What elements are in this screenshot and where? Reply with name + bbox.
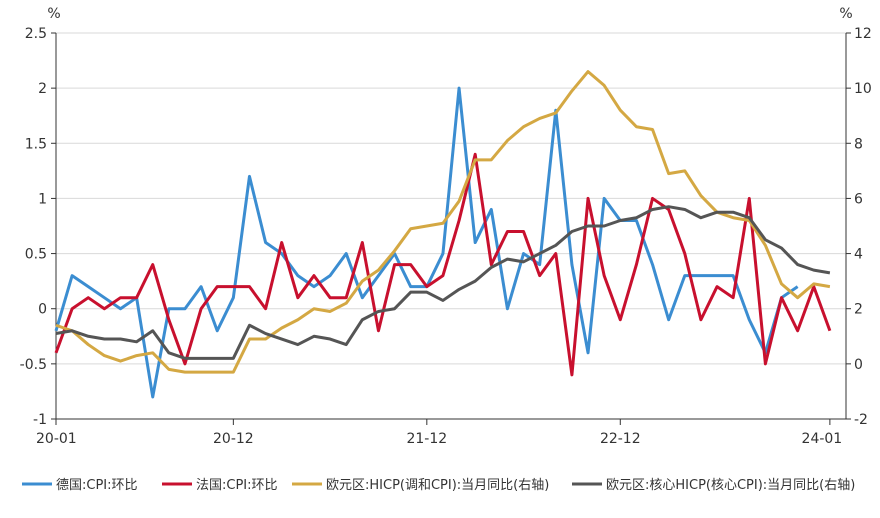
x-tick-label: 22-12	[600, 431, 641, 447]
left-tick-label: 2	[38, 81, 47, 97]
left-tick-label: 0	[38, 302, 47, 318]
left-tick-label: 2.5	[25, 26, 47, 42]
left-tick-label: 0.5	[25, 247, 47, 263]
series-line-2	[54, 152, 832, 377]
right-tick-label: 0	[854, 357, 863, 373]
legend-label-2: 法国:CPI:环比	[196, 478, 278, 493]
right-tick-label: 2	[854, 302, 863, 318]
right-tick-label: 10	[854, 81, 872, 97]
left-tick-label: 1.5	[25, 136, 47, 152]
legend: 德国:CPI:环比 法国:CPI:环比 欧元区:HICP(调和CPI):当月同比(右…	[22, 478, 855, 493]
x-tick-label: 20-01	[36, 431, 77, 447]
legend-label-1: 德国:CPI:环比	[56, 478, 138, 493]
axes: % % -1 -0.5 0 0.5 1 1.5 2 2.5 -2 0 2 4 6 8 10 12 20-01 20…	[20, 6, 872, 447]
right-axis-unit: %	[839, 6, 852, 22]
left-tick-label: -0.5	[20, 357, 47, 373]
left-axis-unit: %	[47, 6, 60, 22]
right-tick-label: 12	[854, 26, 872, 42]
right-tick-label: 4	[854, 247, 863, 263]
series-line-4	[55, 205, 831, 360]
x-tick-label: 24-01	[802, 431, 843, 447]
gridlines	[56, 32, 846, 365]
x-tick-label: 20-12	[213, 431, 254, 447]
right-tick-label: 6	[854, 191, 863, 207]
legend-label-3: 欧元区:HICP(调和CPI):当月同比(右轴)	[326, 478, 549, 493]
legend-label-4: 欧元区:核心HICP(核心CPI):当月同比(右轴)	[606, 478, 855, 493]
right-tick-label: 8	[854, 136, 863, 152]
series-lines	[54, 70, 832, 399]
x-tick-label: 21-12	[406, 431, 447, 447]
left-tick-label: -1	[33, 412, 47, 428]
left-tick-label: 1	[38, 191, 47, 207]
series-line-3	[55, 70, 831, 374]
right-tick-label: -2	[854, 412, 868, 428]
